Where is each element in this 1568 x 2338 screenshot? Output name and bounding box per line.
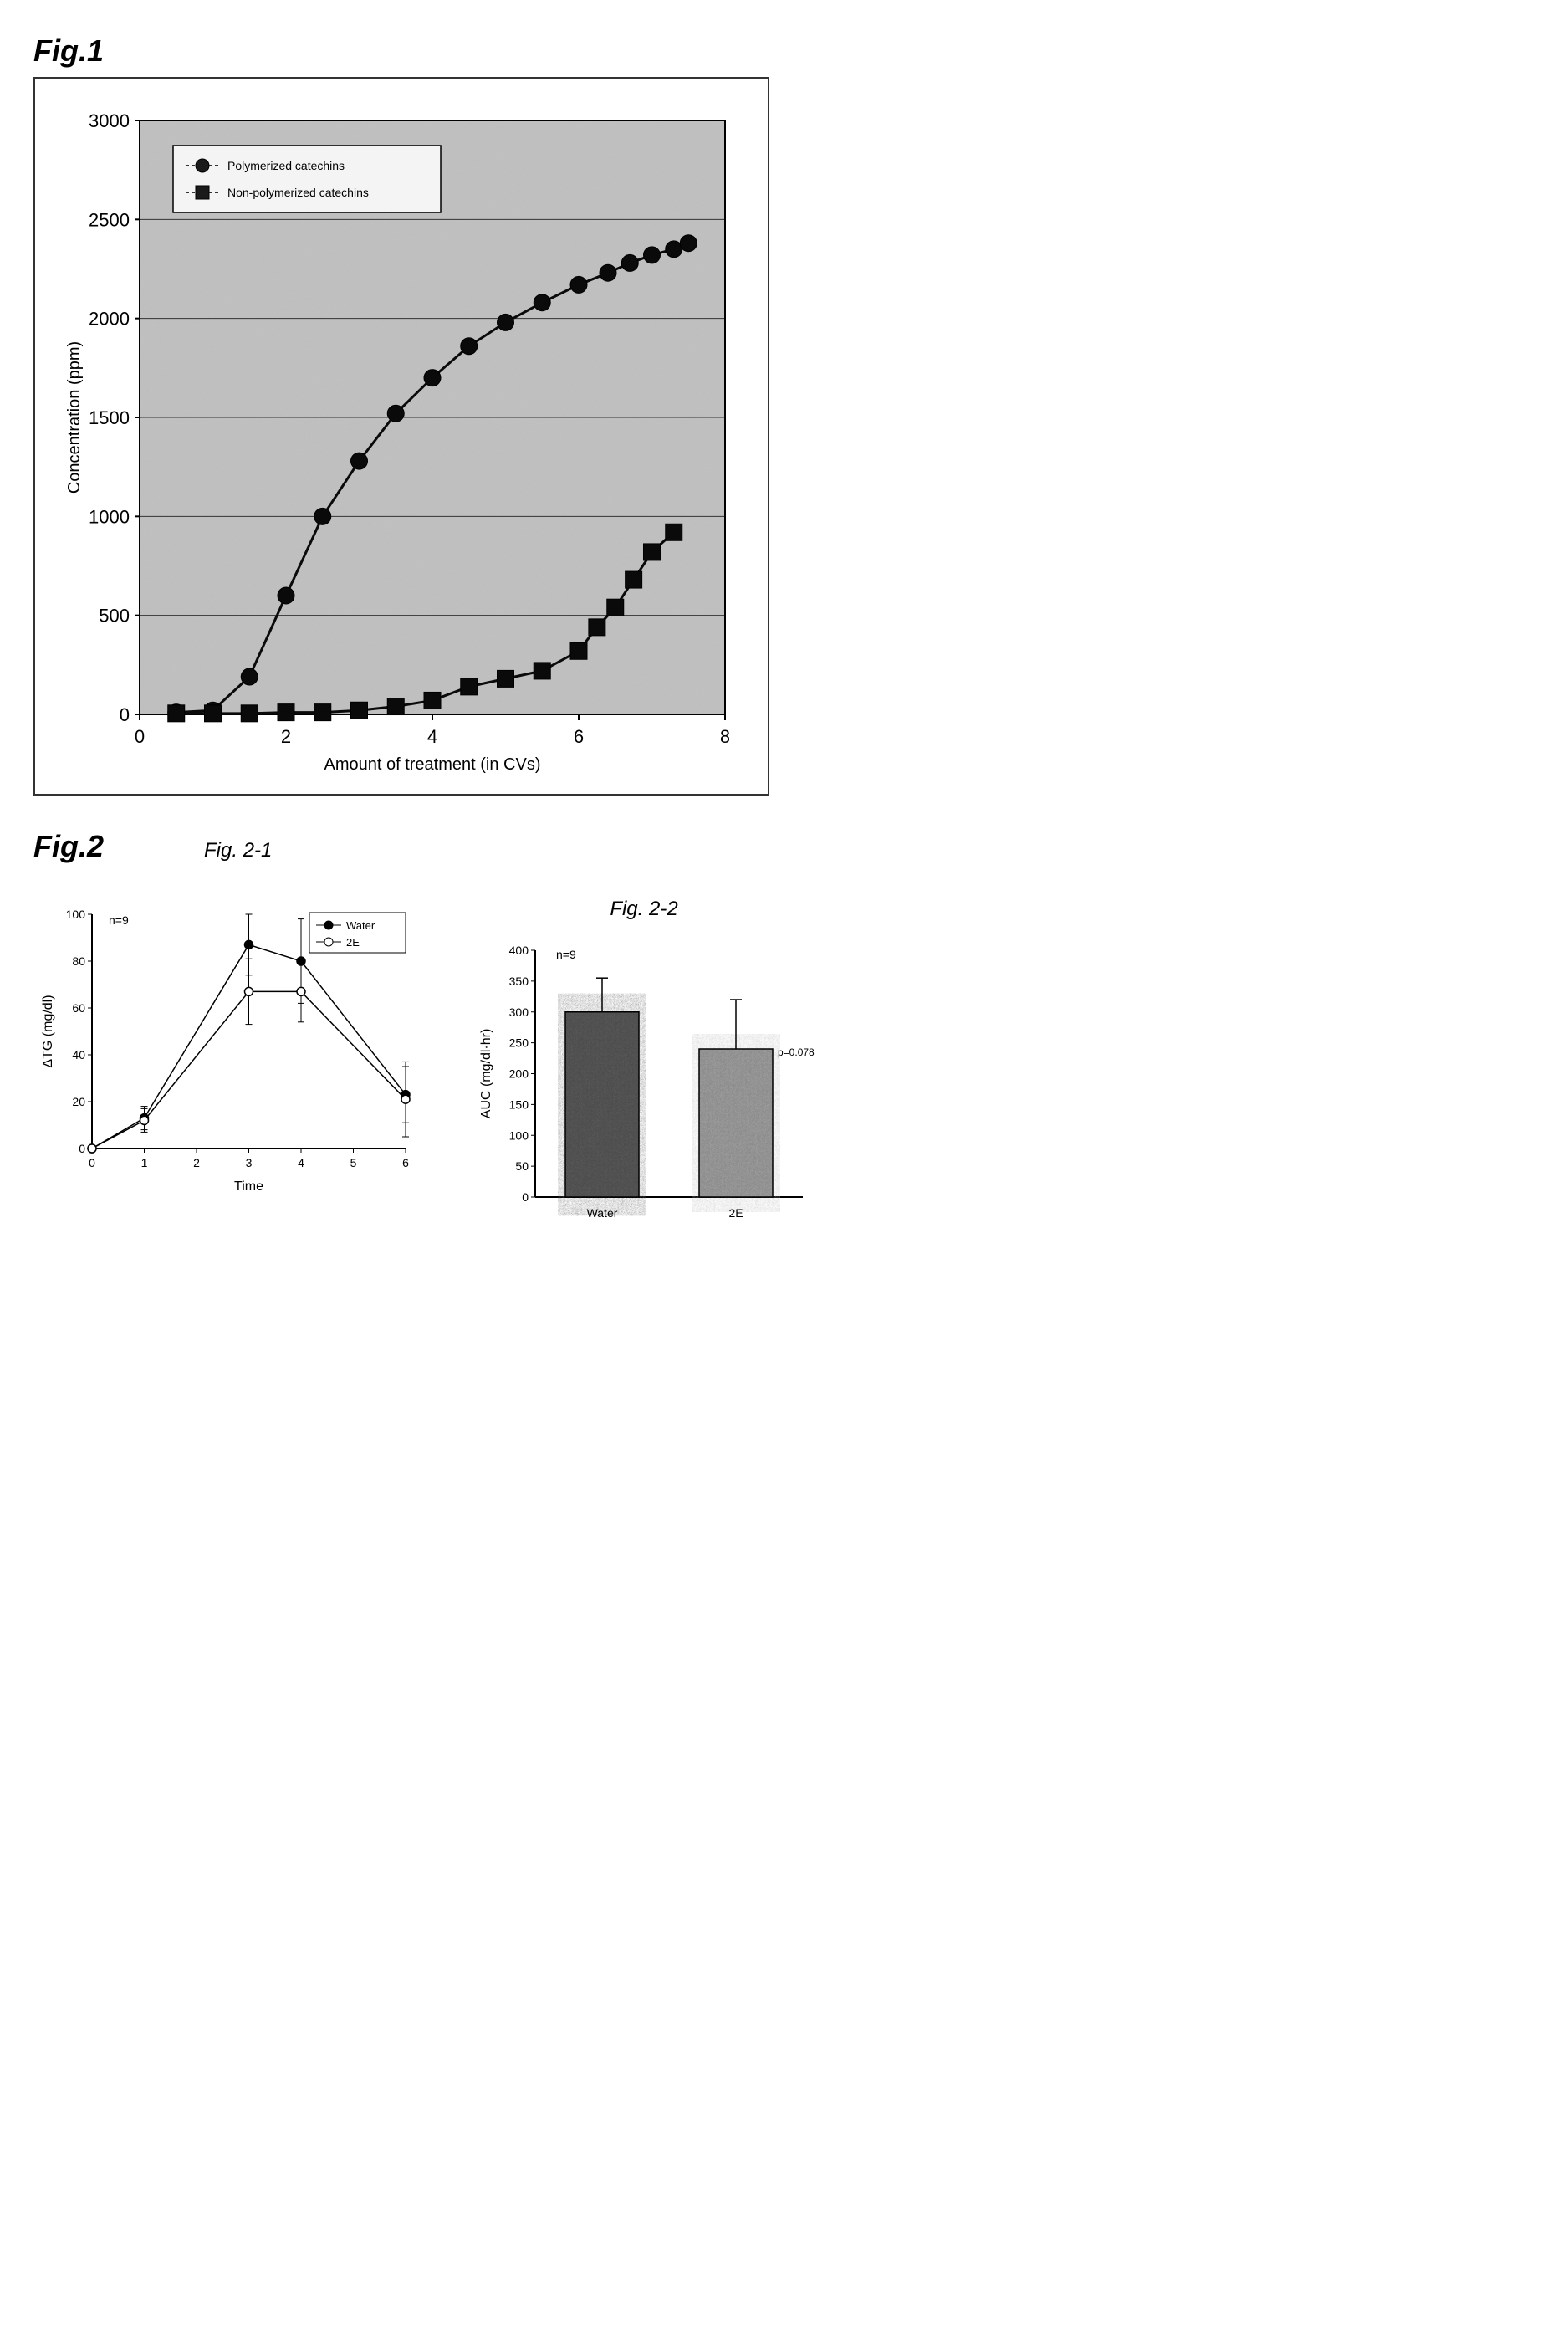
svg-text:8: 8: [720, 726, 730, 747]
svg-text:1500: 1500: [89, 407, 130, 428]
svg-text:n=9: n=9: [556, 948, 576, 961]
svg-text:60: 60: [72, 1001, 85, 1015]
svg-text:100: 100: [509, 1128, 529, 1142]
svg-text:4: 4: [427, 726, 437, 747]
svg-text:1: 1: [141, 1156, 148, 1169]
fig2-1-label: Fig. 2-1: [204, 839, 272, 862]
svg-text:250: 250: [509, 1036, 529, 1050]
svg-text:2: 2: [281, 726, 291, 747]
svg-text:350: 350: [509, 975, 529, 988]
svg-text:Polymerized catechins: Polymerized catechins: [227, 159, 345, 172]
svg-text:3: 3: [246, 1156, 253, 1169]
svg-text:40: 40: [72, 1048, 85, 1062]
svg-text:3000: 3000: [89, 110, 130, 131]
svg-text:200: 200: [509, 1067, 529, 1081]
fig1-label: Fig.1: [33, 33, 1535, 69]
svg-text:6: 6: [402, 1156, 409, 1169]
fig2-1-col: 0 20 40 60 80 100 0 1 2 3 4 5 6 ΔTG (mg/dl) Time n=9 Wat…: [33, 898, 418, 1199]
fig2-1-chart: 0 20 40 60 80 100 0 1 2 3 4 5 6 ΔTG (mg/dl) Time n=9 Wat…: [33, 898, 418, 1199]
svg-text:Time: Time: [234, 1179, 263, 1194]
fig2-2-label: Fig. 2-2: [610, 898, 677, 921]
svg-text:p=0.078: p=0.078: [778, 1046, 815, 1058]
svg-text:Concentration (ppm): Concentration (ppm): [65, 341, 84, 494]
svg-text:80: 80: [72, 954, 85, 968]
svg-text:n=9: n=9: [109, 913, 129, 927]
svg-text:Water: Water: [587, 1206, 618, 1220]
svg-text:ΔTG (mg/dl): ΔTG (mg/dl): [41, 995, 55, 1067]
svg-text:300: 300: [509, 1005, 529, 1019]
svg-text:150: 150: [509, 1097, 529, 1111]
svg-text:2E: 2E: [728, 1206, 743, 1220]
svg-text:100: 100: [66, 908, 86, 921]
svg-text:0: 0: [522, 1190, 529, 1204]
svg-text:AUC (mg/dl·hr): AUC (mg/dl·hr): [479, 1029, 493, 1119]
svg-text:Water: Water: [346, 919, 375, 932]
fig1-chart: 0 500 1000 1500 2000 2500 3000 0 2 4 6 8 Concentrati…: [48, 95, 750, 781]
svg-text:2: 2: [193, 1156, 200, 1169]
svg-text:Non-polymerized catechins: Non-polymerized catechins: [227, 186, 369, 199]
svg-text:20: 20: [72, 1095, 85, 1108]
svg-text:6: 6: [574, 726, 584, 747]
svg-text:0: 0: [79, 1142, 85, 1155]
svg-text:500: 500: [99, 606, 130, 627]
svg-text:2000: 2000: [89, 309, 130, 330]
fig2-label: Fig.2: [33, 829, 104, 864]
svg-text:2500: 2500: [89, 209, 130, 230]
fig1-chart-frame: 0 500 1000 1500 2000 2500 3000 0 2 4 6 8 Concentrati…: [33, 77, 769, 796]
svg-text:5: 5: [350, 1156, 357, 1169]
fig2-2-chart: 0 50 100 150 200 250 300 350 400 AUC (mg/dl·hr) n=…: [468, 934, 820, 1235]
svg-text:Amount of treatment (in CVs): Amount of treatment (in CVs): [324, 755, 541, 774]
svg-text:50: 50: [515, 1159, 529, 1173]
svg-text:1000: 1000: [89, 506, 130, 527]
svg-text:0: 0: [120, 704, 130, 725]
svg-text:0: 0: [135, 726, 145, 747]
svg-text:400: 400: [509, 944, 529, 957]
fig2-2-col: Fig. 2-2 0 50 100 150 200 250 300 350 400 AUC (mg…: [468, 898, 820, 1235]
svg-text:4: 4: [298, 1156, 304, 1169]
fig2-container: Fig.2 Fig. 2-1 0 20 40 60 80 100 0 1 2 3 4 5 6 ΔTG (m…: [33, 829, 1535, 1235]
fig1-container: Fig.1 0 500 1000 1500 2000 2500 3000 0 2 4 6 8 Conce…: [33, 33, 1535, 796]
svg-text:0: 0: [89, 1156, 95, 1169]
svg-text:2E: 2E: [346, 936, 360, 949]
